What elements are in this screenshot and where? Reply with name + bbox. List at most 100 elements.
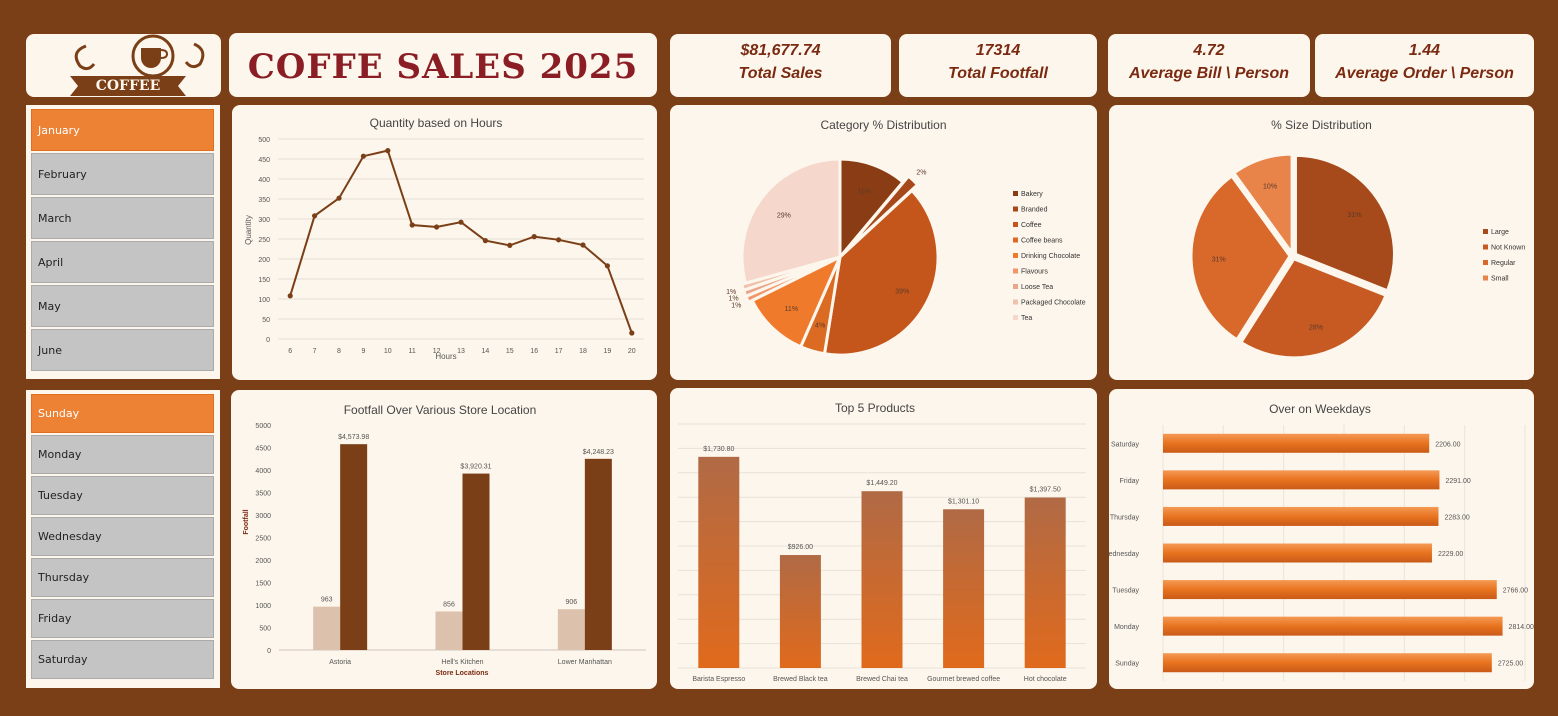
kpi-total-sales: $81,677.74 Total Sales: [670, 34, 891, 97]
y-tick-label: 1000: [255, 603, 271, 610]
legend-label: Drinking Chocolate: [1021, 253, 1080, 260]
slicer-day-monday[interactable]: Monday: [31, 435, 214, 474]
x-tick-label: 19: [604, 348, 612, 355]
legend-label: Small: [1491, 276, 1509, 283]
data-label: 963: [321, 597, 333, 604]
data-point: [312, 213, 318, 219]
slicer-day-sunday[interactable]: Sunday: [31, 394, 214, 433]
bar: [779, 555, 821, 668]
x-tick-label: 12: [433, 348, 441, 355]
y-tick-label: 150: [258, 277, 270, 284]
y-axis-label: Quantity: [244, 215, 253, 245]
data-label: $1,730.80: [703, 446, 734, 453]
data-label: $3,920.31: [460, 464, 491, 471]
slicer-month-may[interactable]: May: [31, 285, 214, 327]
data-point: [556, 237, 562, 243]
x-tick-label: Gourmet brewed coffee: [927, 676, 1000, 683]
bar: [340, 444, 368, 650]
slicer-day-tuesday[interactable]: Tuesday: [31, 476, 214, 515]
slicer-month-june[interactable]: June: [31, 329, 214, 371]
x-tick-label: 14: [482, 348, 490, 355]
data-label: 2766.00: [1503, 588, 1528, 595]
data-point: [287, 293, 293, 299]
y-tick-label: 1500: [255, 581, 271, 588]
hours-chart-card: Quantity based on Hours 0 50 100 150 200 250 30…: [232, 105, 657, 380]
kpi-average-bill: 4.72 Average Bill \ Person: [1108, 34, 1310, 97]
y-tick-label: 200: [258, 257, 270, 264]
chart-title: Over on Weekdays: [1269, 402, 1371, 416]
chart-title: Footfall Over Various Store Location: [344, 403, 537, 417]
y-tick-label: Sunday: [1115, 661, 1139, 668]
series-line: [289, 149, 633, 334]
bar: [1163, 433, 1430, 453]
y-tick-label: Monday: [1114, 624, 1139, 631]
weekdays-bar-chart: Over on Weekdays 2206.00 Saturday 2291.00 Fr…: [1102, 402, 1534, 681]
legend-label: Not Known: [1491, 245, 1525, 252]
x-axis-label: Store Locations: [436, 670, 489, 677]
x-tick-label: Brewed Black tea: [773, 676, 828, 683]
y-tick-label: 500: [259, 626, 271, 633]
kpi-label: Total Footfall: [948, 65, 1048, 82]
legend-label: Coffee: [1021, 222, 1042, 229]
kpi-value: 17314: [975, 42, 1021, 59]
data-label: 2283.00: [1444, 514, 1469, 521]
slicer-day-thursday[interactable]: Thursday: [31, 558, 214, 597]
slicer-month-january[interactable]: January: [31, 109, 214, 151]
y-tick-label: 3500: [255, 491, 271, 498]
x-tick-label: 20: [628, 348, 636, 355]
y-tick-label: Saturday: [1111, 441, 1140, 448]
legend-label: Tea: [1021, 315, 1032, 322]
x-tick-label: Barista Espresso: [692, 676, 745, 683]
bar: [861, 491, 903, 668]
kpi-label: Total Sales: [738, 65, 823, 82]
slicer-month-april[interactable]: April: [31, 241, 214, 283]
weekdays-chart-card: Over on Weekdays 2206.00 Saturday 2291.00 Fr…: [1102, 389, 1534, 689]
data-point: [482, 238, 488, 244]
data-label: 2229.00: [1438, 551, 1463, 558]
data-label: $4,248.23: [583, 449, 614, 456]
bar: [1163, 580, 1497, 600]
slicer-month-february[interactable]: February: [31, 153, 214, 195]
bar: [1163, 543, 1432, 563]
pie-slice: [739, 256, 837, 293]
data-label: $1,397.50: [1030, 487, 1061, 494]
data-label: 28%: [1309, 325, 1323, 332]
x-tick-label: 18: [579, 348, 587, 355]
bar: [462, 473, 490, 650]
y-tick-label: 5000: [255, 423, 271, 430]
weekday-slicer: Sunday Monday Tuesday Wednesday Thursday…: [26, 390, 220, 688]
y-tick-label: 4000: [255, 468, 271, 475]
data-label: 2291.00: [1445, 478, 1470, 485]
legend-label: Packaged Chocolate: [1021, 300, 1086, 307]
data-label: 2%: [916, 170, 926, 177]
kpi-value: 4.72: [1193, 42, 1225, 59]
slicer-day-wednesday[interactable]: Wednesday: [31, 517, 214, 556]
products-chart-card: Top 5 Products $1,730.80 Barista Espresso $…: [670, 388, 1097, 689]
x-tick-label: 16: [530, 348, 538, 355]
y-tick-label: 500: [258, 137, 270, 144]
pie-slice: [1231, 152, 1294, 258]
category-chart-card: Category % Distribution 11% Bakery 2% Brande…: [670, 105, 1097, 380]
data-label: 4%: [815, 323, 825, 330]
data-label: $4,573.98: [338, 434, 369, 441]
kpi-label: Average Order \ Person: [1335, 65, 1514, 82]
dashboard-title: COFFE SALES 2025: [247, 47, 639, 87]
kpi-value: 1.44: [1408, 42, 1441, 59]
y-tick-label: Thursday: [1110, 514, 1140, 521]
data-point: [629, 330, 635, 336]
legend-swatch: [1013, 315, 1018, 320]
data-label: $926.00: [788, 544, 813, 551]
legend-label: Branded: [1021, 207, 1048, 214]
slicer-day-saturday[interactable]: Saturday: [31, 640, 214, 679]
x-tick-label: 9: [361, 348, 365, 355]
y-tick-label: 50: [262, 317, 270, 324]
slicer-day-friday[interactable]: Friday: [31, 599, 214, 638]
y-tick-label: Wednesday: [1109, 551, 1139, 558]
legend-label: Bakery: [1021, 191, 1043, 198]
data-label: 856: [443, 601, 455, 608]
x-tick-label: Brewed Chai tea: [856, 676, 908, 683]
legend-label: Large: [1491, 229, 1509, 236]
data-label: 1%: [731, 302, 741, 309]
legend-swatch: [1483, 260, 1488, 265]
slicer-month-march[interactable]: March: [31, 197, 214, 239]
